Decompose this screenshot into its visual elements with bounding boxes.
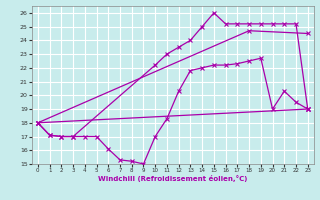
X-axis label: Windchill (Refroidissement éolien,°C): Windchill (Refroidissement éolien,°C) (98, 175, 247, 182)
